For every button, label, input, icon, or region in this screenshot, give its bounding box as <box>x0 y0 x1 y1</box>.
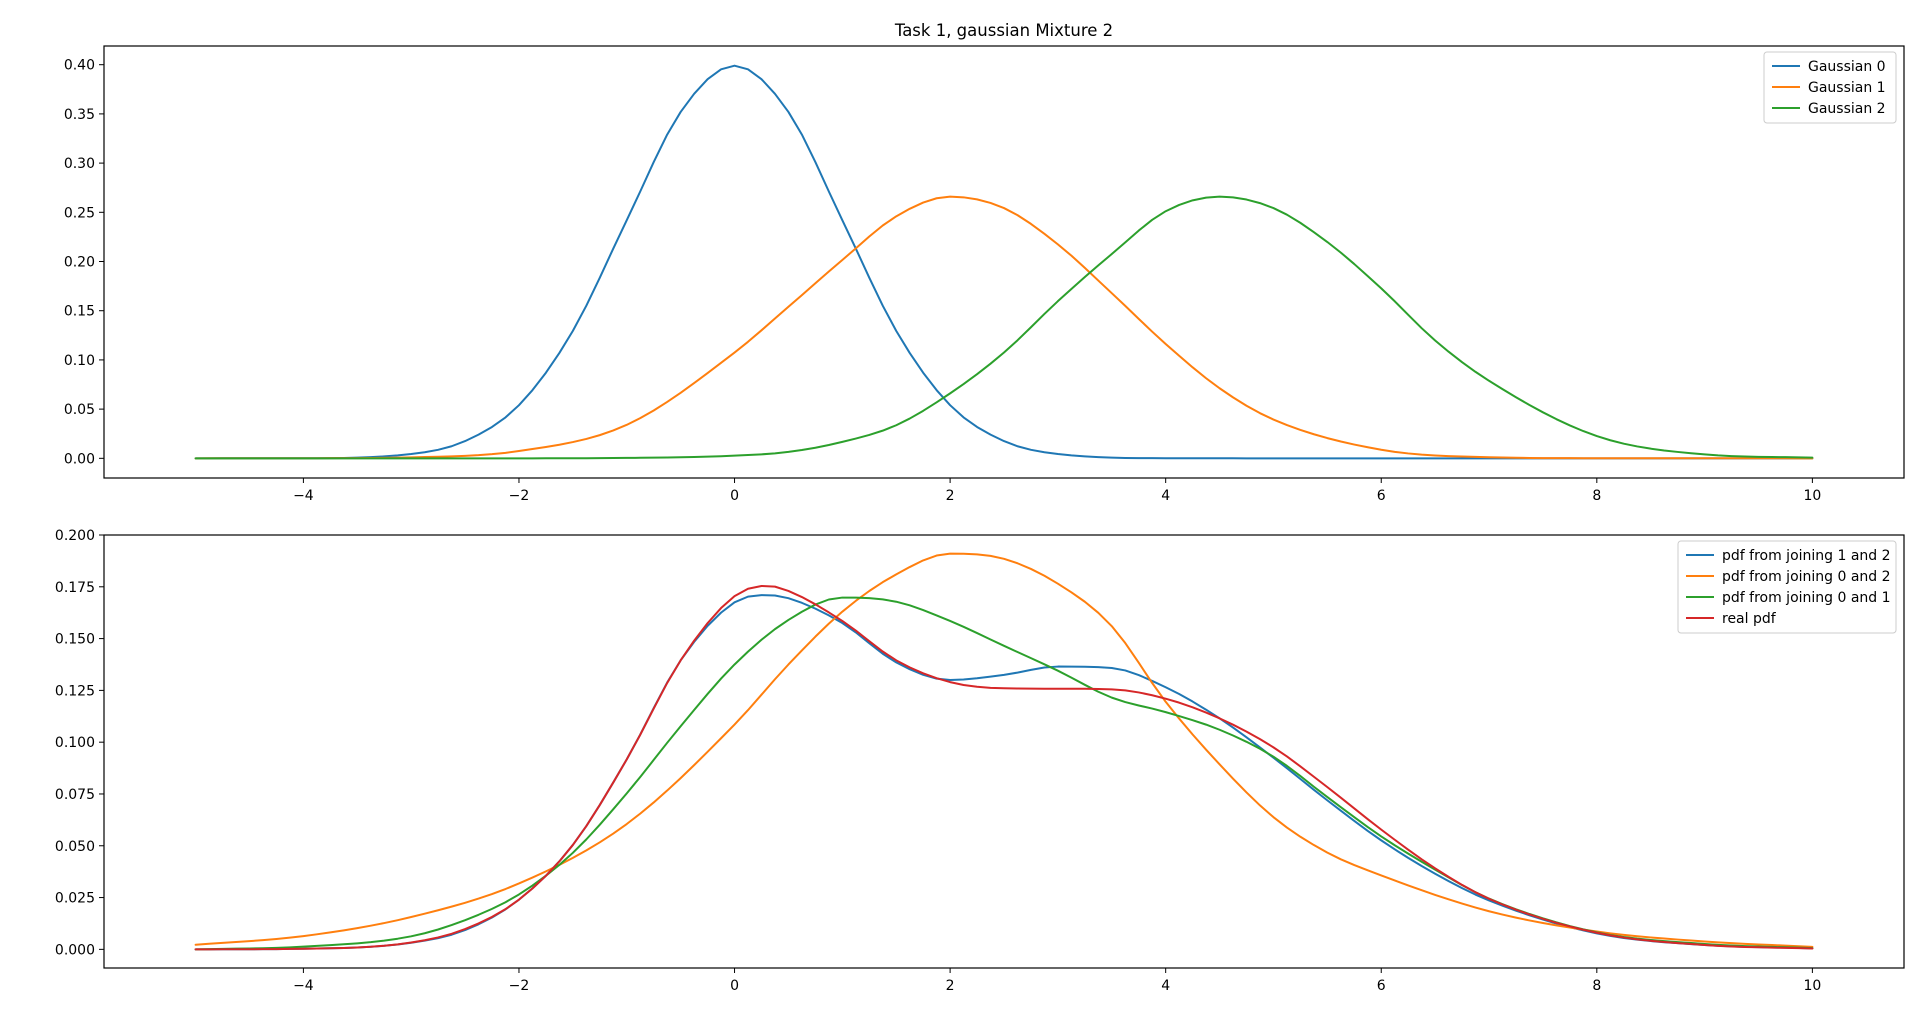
top-legend-label: Gaussian 0 <box>1808 59 1886 75</box>
top-legend-frame <box>1763 51 1897 124</box>
top-y-tick-label: 0.40 <box>64 58 95 74</box>
top-x-tick-label: −4 <box>293 488 314 504</box>
top-x-tick-label: 10 <box>1803 488 1821 504</box>
top-legend: Gaussian 0 Gaussian 1 Gaussian 2 <box>1763 51 1897 124</box>
bottom-legend-label: real pdf <box>1722 611 1777 627</box>
top-y-tick-label: 0.25 <box>64 205 95 221</box>
top-x-tick-label: 2 <box>946 488 955 504</box>
bottom-y-tick-label: 0.175 <box>55 580 95 596</box>
bottom-series-line-3 <box>194 584 1814 951</box>
top-x-tick-label: −2 <box>509 488 530 504</box>
bottom-legend-label: pdf from joining 1 and 2 <box>1722 548 1891 564</box>
top-y-tick-label: 0.30 <box>64 156 95 172</box>
bottom-y-tick-label: 0.050 <box>55 839 95 855</box>
bottom-axes-frame <box>103 534 1905 969</box>
bottom-legend-label: pdf from joining 0 and 2 <box>1722 569 1891 585</box>
top-series-line-2 <box>194 195 1814 460</box>
bottom-y-tick-label: 0.000 <box>55 942 95 958</box>
bottom-y-tick-label: 0.100 <box>55 735 95 751</box>
bottom-y-tick-label: 0.125 <box>55 683 95 699</box>
top-legend-label: Gaussian 1 <box>1808 80 1886 96</box>
bottom-legend-label: pdf from joining 0 and 1 <box>1722 590 1891 606</box>
bottom-x-tick-label: 8 <box>1592 978 1601 994</box>
bottom-y-tick-label: 0.150 <box>55 632 95 648</box>
top-x-tick-label: 0 <box>730 488 739 504</box>
top-series-line-1 <box>194 195 1814 460</box>
top-y-tick-label: 0.00 <box>64 451 95 467</box>
top-y-tick-label: 0.05 <box>64 402 95 418</box>
bottom-x-tick-label: −4 <box>293 978 314 994</box>
bottom-x-tick-label: 10 <box>1803 978 1821 994</box>
top-y-tick-label: 0.10 <box>64 353 95 369</box>
bottom-y-tick-label: 0.025 <box>55 891 95 907</box>
bottom-x-tick-label: 2 <box>946 978 955 994</box>
chart-title: Task 1, gaussian Mixture 2 <box>894 21 1113 40</box>
top-legend-label: Gaussian 2 <box>1808 101 1886 117</box>
top-y-tick-label: 0.35 <box>64 107 95 123</box>
top-x-tick-label: 6 <box>1377 488 1386 504</box>
top-x-tick-label: 4 <box>1161 488 1170 504</box>
bottom-x-tick-label: −2 <box>509 978 530 994</box>
bottom-legend-frame <box>1677 540 1897 634</box>
bottom-series-line-1 <box>194 552 1814 948</box>
bottom-y-tick-label: 0.200 <box>55 528 95 544</box>
bottom-x-tick-label: 6 <box>1377 978 1386 994</box>
top-y-tick-label: 0.15 <box>64 304 95 320</box>
top-x-tick-label: 8 <box>1592 488 1601 504</box>
bottom-x-tick-label: 4 <box>1161 978 1170 994</box>
bottom-chart-panel: −4 −2 0 2 4 6 8 10 0.000 0.025 0.050 0.075 0.100 0.12… <box>55 528 1905 994</box>
bottom-y-tick-label: 0.075 <box>55 787 95 803</box>
bottom-legend: pdf from joining 1 and 2 pdf from joining… <box>1677 540 1897 634</box>
bottom-x-tick-label: 0 <box>730 978 739 994</box>
top-chart-panel: −4 −2 0 2 4 6 8 10 0.00 0.05 0.10 0.15 0.20 0.25 0.30 0… <box>64 45 1905 504</box>
top-y-tick-label: 0.20 <box>64 255 95 271</box>
